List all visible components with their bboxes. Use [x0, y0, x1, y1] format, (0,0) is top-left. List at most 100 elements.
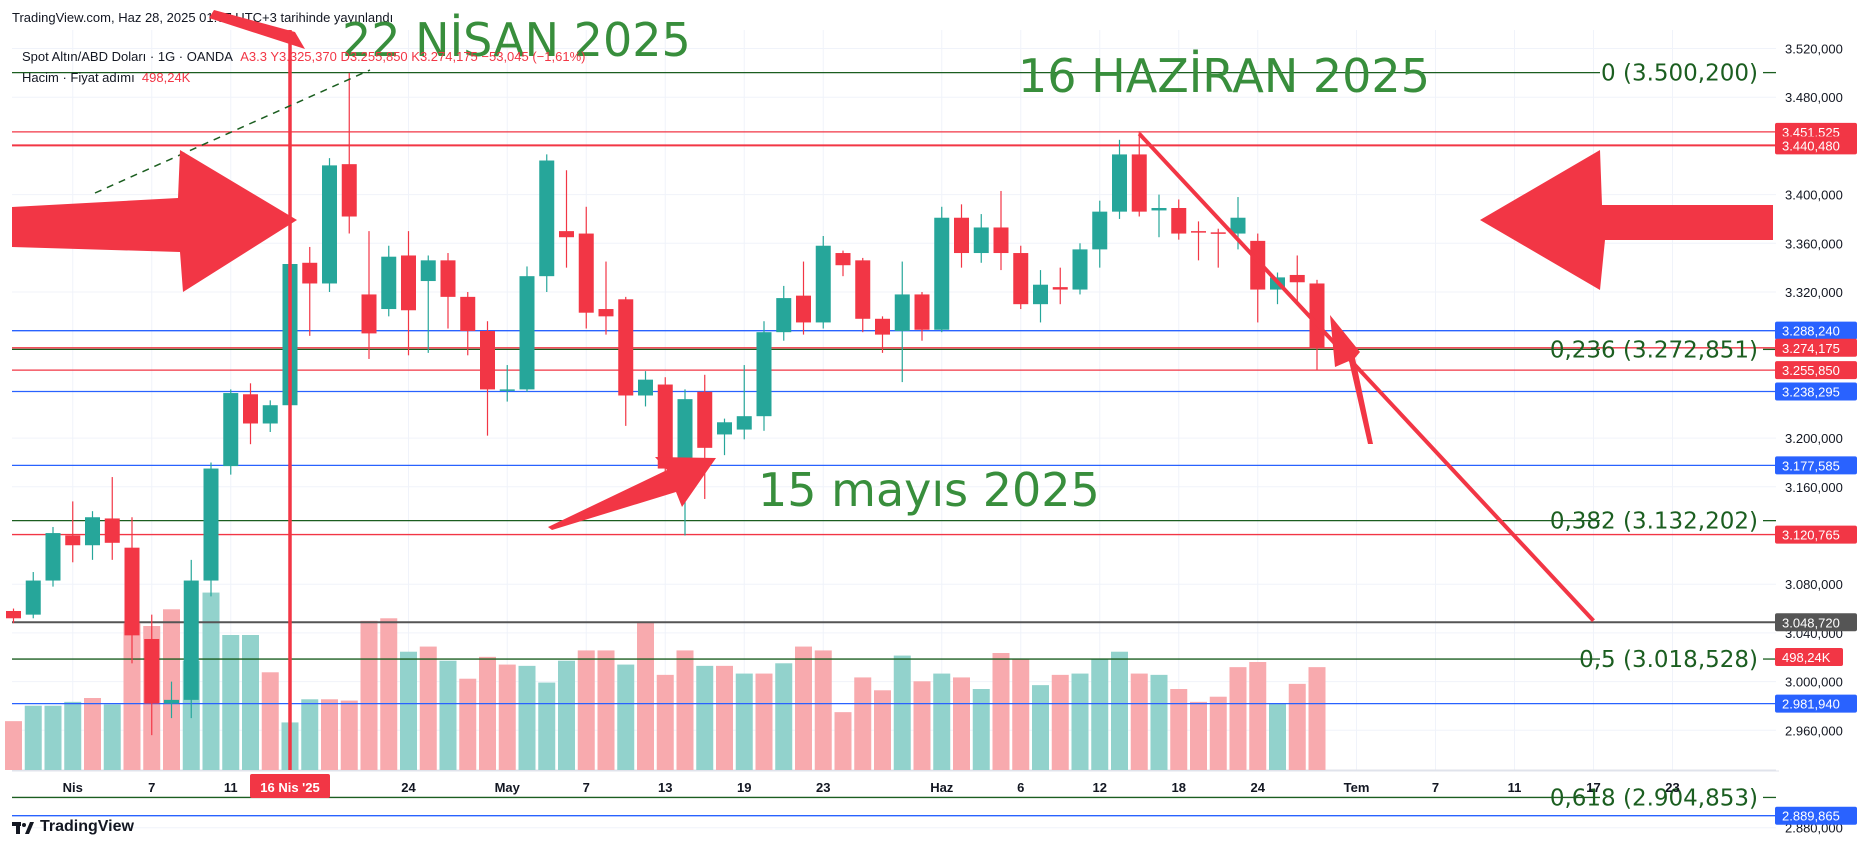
candle-body [776, 298, 792, 333]
price-level-tag-label: 3.274,175 [1782, 341, 1840, 356]
candle-body [519, 276, 535, 390]
horizontal-levels [12, 131, 1776, 817]
footer-brand-text: TradingView [40, 818, 134, 835]
price-tick-label: 3.400,000 [1785, 188, 1843, 203]
volume-bar [1130, 673, 1148, 770]
arrow-16-haziran-support [1330, 315, 1373, 444]
price-tick-label: 3.480,000 [1785, 90, 1843, 105]
candle-body [993, 227, 1009, 254]
candle-body [1230, 217, 1246, 234]
price-tick-label: 3.320,000 [1785, 285, 1843, 300]
volume-tag: 498,24K [1775, 648, 1843, 666]
volume-bar [380, 618, 398, 770]
price-level-tag-bg [1775, 456, 1857, 475]
legend-volume-label: Hacim · Fiyat adımı [22, 70, 135, 85]
time-tick-label: 7 [583, 780, 590, 795]
annotation-text: 22 NİSAN 2025 [342, 13, 691, 67]
time-tick-label: Haz [930, 780, 954, 795]
volume-bars [5, 592, 1326, 770]
candle-body [954, 217, 969, 254]
candle-body [657, 384, 673, 469]
price-level-tag-bg [1775, 136, 1857, 155]
volume-bar [775, 663, 793, 770]
price-tick-label: 3.000,000 [1785, 675, 1843, 690]
trendline [1137, 132, 1595, 623]
price-level-tag-label: 3.440,480 [1782, 138, 1840, 153]
annotation-text: 15 mayıs 2025 [758, 463, 1100, 517]
time-tick-label: 12 [1093, 780, 1107, 795]
candle-body [578, 233, 594, 313]
candle-body [243, 394, 258, 424]
price-level-tag: 3.177,585 [1775, 456, 1857, 475]
candle-body [1112, 154, 1127, 212]
price-level-tag-bg [1775, 321, 1857, 340]
volume-bar [597, 650, 615, 770]
price-level-tag-bg [1775, 694, 1857, 713]
price-tick-label: 3.520,000 [1785, 42, 1843, 57]
legend-symbol: Spot Altın/ABD Doları · 1G · OANDA [22, 49, 233, 64]
volume-bar [360, 620, 378, 770]
volume-bar [242, 635, 259, 770]
volume-bar [222, 635, 240, 770]
candle-body [1052, 287, 1068, 290]
volume-bar [716, 665, 733, 770]
fib-label: 0 (3.500,200) [1601, 61, 1758, 87]
volume-bar [676, 650, 694, 770]
price-level-tag-label: 2.889,865 [1782, 809, 1840, 824]
candle-body [598, 309, 614, 317]
candle-body [144, 638, 160, 704]
volume-bar [123, 623, 141, 770]
candle-body [618, 299, 634, 396]
fib-label: 0,382 (3.132,202) [1550, 509, 1758, 535]
time-tick-label: 13 [658, 780, 672, 795]
volume-bar [933, 673, 951, 770]
candle-body [499, 389, 515, 391]
volume-bar [321, 699, 338, 770]
candle-body [815, 245, 831, 323]
volume-bar [735, 673, 753, 770]
candle-body [973, 227, 989, 254]
candle-body [341, 164, 357, 217]
volume-bar [577, 650, 595, 770]
big-arrow-right [1480, 150, 1773, 290]
volume-bar [637, 622, 654, 770]
price-level-tag: 3.048,720 [1775, 613, 1857, 632]
volume-bar [1111, 651, 1128, 770]
time-tick-label: 18 [1172, 780, 1186, 795]
volume-bar [538, 682, 556, 770]
time-tick-label: 7 [1432, 780, 1439, 795]
candle-body [223, 393, 239, 467]
price-level-tag: 3.238,295 [1775, 382, 1857, 401]
candle-body [1013, 253, 1029, 305]
fib-label: 0,236 (3.272,851) [1550, 337, 1758, 363]
candle-body [1250, 240, 1266, 290]
price-level-tag-label: 3.238,295 [1782, 384, 1840, 399]
volume-bar [795, 646, 812, 770]
candle-body [6, 610, 21, 619]
candle-body [736, 416, 752, 430]
fib-label: 0,5 (3.018,528) [1579, 647, 1758, 673]
volume-bar [1091, 659, 1109, 770]
price-level-tag: 2.981,940 [1775, 694, 1857, 713]
candle-body [796, 295, 811, 323]
time-tick-label: 23 [816, 780, 830, 795]
volume-bar [992, 653, 1010, 770]
candle-body [1131, 154, 1147, 212]
time-tick-label: 16 Nis '25 [260, 780, 319, 795]
volume-bar [1170, 689, 1188, 770]
volume-bar [301, 699, 319, 770]
volume-bar [64, 701, 82, 770]
candle-body [302, 262, 318, 284]
volume-bar [261, 672, 279, 770]
annotation-text: 16 HAZİRAN 2025 [1018, 49, 1430, 103]
candle-body [1191, 231, 1206, 233]
candle-body [914, 294, 930, 330]
price-tick-label: 3.360,000 [1785, 236, 1843, 251]
volume-bar [518, 665, 536, 770]
candle-body [164, 699, 179, 704]
volume-bar [400, 651, 417, 770]
dashed-trend-line [94, 69, 371, 194]
time-tick-label: 17 [1586, 780, 1600, 795]
volume-bar [1249, 662, 1267, 770]
